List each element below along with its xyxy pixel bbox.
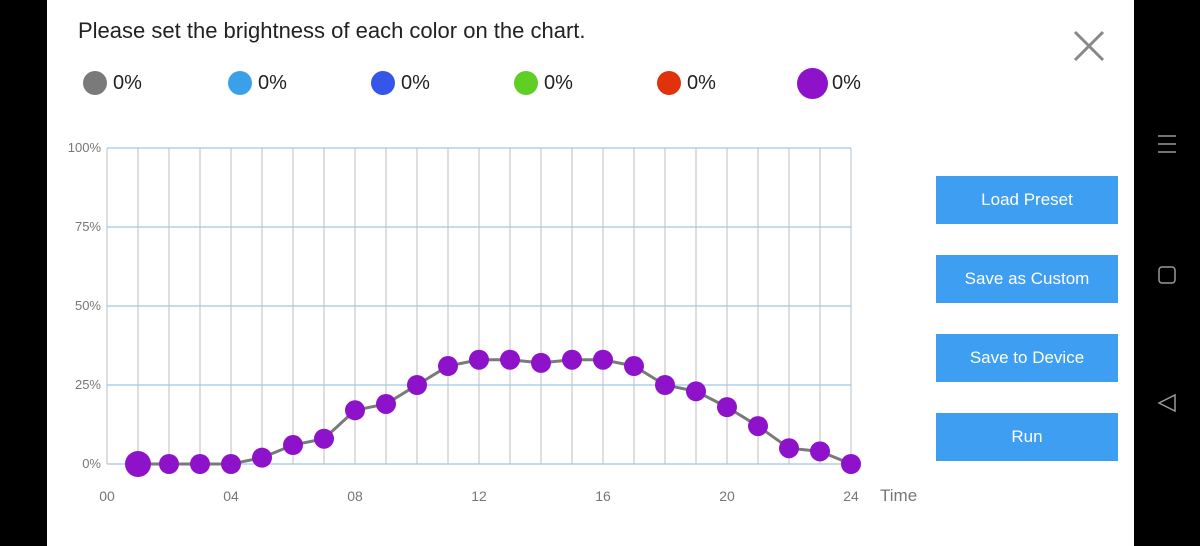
data-point[interactable] [686,381,706,402]
x-tick-label: 24 [843,488,859,504]
legend-item-gray[interactable]: 0% [83,70,142,96]
data-point[interactable] [376,393,396,414]
data-point[interactable] [438,356,458,377]
brightness-dialog: Please set the brightness of each color … [47,0,1134,546]
y-tick-label: 100% [68,140,102,155]
data-point[interactable] [345,400,365,421]
data-point[interactable] [500,349,520,370]
legend-item-red[interactable]: 0% [657,70,716,96]
home-icon[interactable] [1157,265,1177,285]
x-tick-label: 16 [595,488,611,504]
brightness-chart[interactable]: 0% 25% 50% 75% 100% 00 04 08 12 16 20 24 Time [47,0,1134,546]
x-tick-label: 08 [347,488,363,504]
data-point[interactable] [314,428,334,449]
gray-color-dot [83,71,107,95]
data-point[interactable] [407,375,427,395]
legend-item-purple[interactable]: 0% [797,67,861,99]
data-point[interactable] [531,352,551,373]
x-tick-label: 12 [471,488,487,504]
data-point[interactable] [283,435,303,456]
data-point[interactable] [125,451,151,477]
legend-value-purple: 0% [832,71,861,94]
data-point[interactable] [562,349,582,370]
y-tick-label: 50% [75,298,101,313]
x-tick-label: 04 [223,488,239,504]
data-point[interactable] [159,454,179,474]
data-point[interactable] [655,375,675,395]
data-point[interactable] [469,349,489,370]
legend-value-gray: 0% [113,71,142,94]
legend-value-blue: 0% [401,71,430,94]
menu-icon[interactable] [1157,134,1177,154]
red-color-dot [657,71,681,95]
data-point[interactable] [748,416,768,437]
data-point[interactable] [252,447,272,468]
legend-value-red: 0% [687,71,716,94]
save-to-device-button[interactable]: Save to Device [936,334,1118,382]
series-line [138,358,852,466]
light-blue-color-dot [228,71,252,95]
y-tick-label: 75% [75,219,101,234]
data-point[interactable] [190,454,210,474]
x-axis-label: Time [880,486,917,505]
legend-item-green[interactable]: 0% [514,70,573,96]
legend-value-green: 0% [544,71,573,94]
load-preset-button[interactable]: Load Preset [936,176,1118,224]
purple-color-dot [797,67,828,99]
data-point[interactable] [593,349,613,370]
green-color-dot [514,71,538,95]
data-point[interactable] [717,397,737,418]
blue-color-dot [371,71,395,95]
data-point[interactable] [841,454,861,474]
y-tick-label: 0% [82,456,101,471]
legend-value-light-blue: 0% [258,71,287,94]
legend-item-light-blue[interactable]: 0% [228,70,287,96]
run-button[interactable]: Run [936,413,1118,461]
legend-item-blue[interactable]: 0% [371,70,430,96]
data-point[interactable] [221,454,241,474]
save-as-custom-button[interactable]: Save as Custom [936,255,1118,303]
system-nav-bar [1134,0,1200,546]
data-point[interactable] [810,441,830,462]
dialog-title: Please set the brightness of each color … [78,18,586,43]
back-icon[interactable] [1157,393,1177,413]
data-point[interactable] [779,438,799,459]
close-icon[interactable] [1069,26,1109,66]
x-tick-label: 20 [719,488,735,504]
y-tick-label: 25% [75,377,101,392]
x-tick-label: 00 [99,488,115,504]
data-point[interactable] [624,356,644,377]
